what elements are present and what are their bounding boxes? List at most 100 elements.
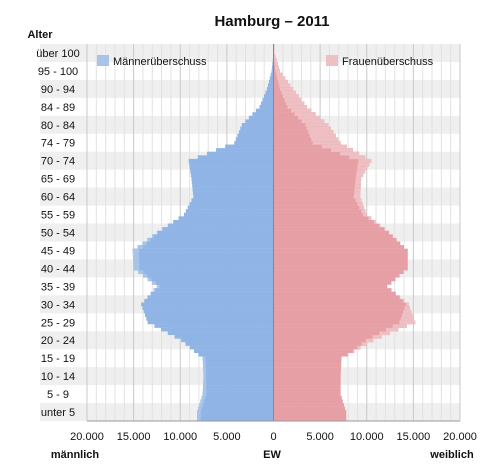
x-tick-label: 5.000 — [213, 431, 241, 443]
female-surplus-bar — [379, 331, 391, 336]
female-surplus-bar — [355, 180, 361, 185]
female-bar — [273, 306, 411, 310]
male-bar — [263, 94, 274, 99]
male-surplus-bar — [203, 370, 207, 375]
female-surplus-bar — [281, 90, 296, 95]
female-surplus-bar — [278, 79, 288, 84]
male-surplus-bar — [142, 241, 147, 246]
female-bar — [273, 359, 342, 364]
female-bar — [273, 219, 376, 224]
male-surplus-bar — [138, 270, 144, 274]
male-bar — [161, 327, 274, 332]
female-surplus-bar — [368, 216, 372, 221]
age-group-label: 5 - 9 — [47, 389, 69, 401]
male-bar — [248, 115, 274, 120]
male-bar — [198, 406, 274, 411]
female-bar — [273, 169, 366, 174]
female-surplus-bar — [274, 58, 277, 63]
age-group-label: 40 - 44 — [41, 263, 75, 275]
female-surplus-bar — [357, 201, 363, 206]
female-surplus-bar — [359, 205, 365, 210]
male-bar — [259, 105, 274, 109]
female-surplus-bar — [312, 140, 341, 145]
female-surplus-bar — [284, 97, 302, 102]
male-bar — [241, 122, 274, 127]
female-surplus-bar — [301, 119, 325, 124]
female-bar — [273, 385, 341, 389]
female-bar — [273, 209, 366, 213]
male-bar — [132, 248, 274, 253]
age-group-label: 45 - 49 — [41, 245, 75, 257]
female-bar — [273, 291, 396, 296]
female-bar — [273, 191, 361, 195]
male-bar — [142, 273, 274, 278]
age-group-label: unter 5 — [41, 407, 75, 419]
female-surplus-bar — [283, 94, 299, 99]
male-bar — [197, 155, 274, 160]
male-bar — [201, 395, 274, 400]
age-group-label: über 100 — [36, 48, 79, 60]
male-surplus-bar — [200, 399, 205, 404]
female-bar — [273, 248, 408, 253]
female-surplus-bar — [358, 158, 372, 163]
female-surplus-bar — [321, 144, 347, 149]
male-bar — [200, 399, 274, 404]
male-bar — [152, 280, 274, 285]
female-bar — [273, 399, 343, 404]
female-bar — [273, 263, 408, 267]
male-bar — [147, 295, 274, 300]
male-bar — [167, 223, 274, 228]
female-bar — [273, 237, 397, 242]
male-bar — [156, 230, 274, 235]
male-bar — [199, 403, 274, 407]
male-bar — [272, 65, 274, 70]
male-bar — [185, 209, 274, 213]
male-bar — [206, 151, 274, 156]
female-surplus-bar — [357, 166, 368, 170]
female-bar — [273, 417, 347, 422]
male-bar — [203, 385, 274, 389]
male-bar — [255, 108, 274, 113]
female-bar — [273, 381, 341, 386]
female-bar — [273, 331, 391, 336]
male-bar — [202, 388, 274, 393]
female-surplus-bar — [280, 87, 294, 91]
male-bar — [189, 201, 274, 206]
male-bar — [190, 173, 274, 178]
female-bar — [273, 367, 342, 371]
female-bar — [273, 338, 374, 343]
female-bar — [273, 320, 416, 325]
male-bar — [216, 148, 274, 152]
male-axis-label: männlich — [51, 449, 100, 461]
female-surplus-bar — [274, 61, 278, 66]
male-bar — [178, 216, 274, 221]
x-tick-label: 10.000 — [163, 431, 197, 443]
male-surplus-bar — [203, 363, 206, 368]
age-group-labels: unter 5 5 - 9 10 - 14 15 - 19 20 - 24 25 - 29… — [36, 48, 79, 419]
female-bar — [273, 370, 341, 375]
female-bar — [273, 270, 404, 274]
male-surplus-bar — [133, 266, 140, 271]
male-bar — [194, 349, 274, 353]
x-tick-label: 10.000 — [350, 431, 384, 443]
female-bar — [273, 309, 412, 314]
female-bar — [273, 245, 405, 249]
male-surplus-bar — [202, 359, 206, 364]
x-tick-label: 0 — [270, 431, 276, 443]
legend-female-surplus: Frauenüberschuss — [326, 55, 434, 68]
x-tick-labels: 20.000 15.000 10.000 5.000 0 5.000 10.000 15.00… — [70, 431, 477, 443]
male-bar — [137, 245, 274, 249]
male-bar — [147, 320, 274, 325]
female-bar — [273, 252, 408, 257]
female-bar — [273, 406, 346, 411]
female-bar — [273, 201, 363, 206]
age-group-label: 80 - 84 — [41, 120, 75, 132]
male-surplus-bar — [142, 273, 148, 278]
female-bar — [273, 345, 361, 350]
male-bar — [190, 169, 274, 174]
age-group-label: 65 - 69 — [41, 174, 75, 186]
female-surplus-bar — [306, 126, 331, 131]
male-bar — [138, 270, 274, 274]
male-surplus-bar — [137, 245, 143, 249]
legend-male-swatch — [97, 55, 109, 66]
